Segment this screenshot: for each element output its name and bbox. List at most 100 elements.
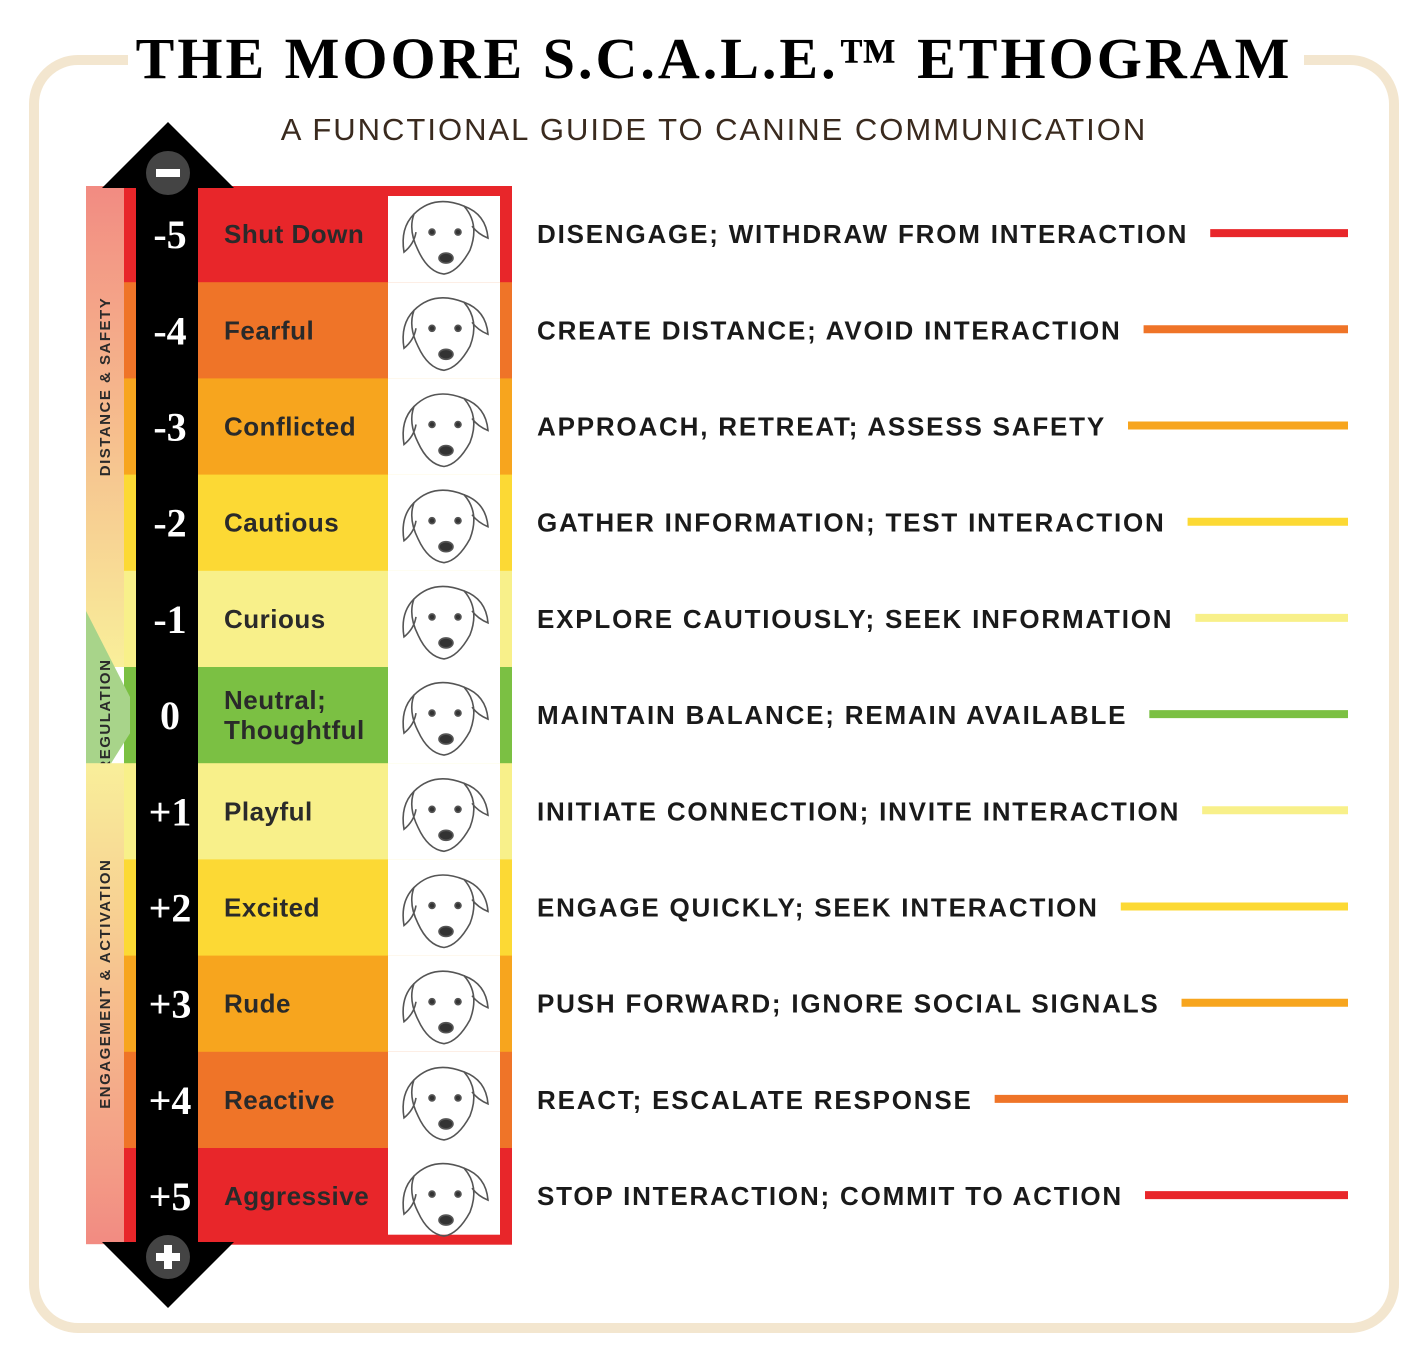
state-label: Neutral;	[224, 685, 326, 715]
zone-label: ENGAGEMENT & ACTIVATION	[97, 859, 114, 1109]
dog-ear	[402, 598, 417, 639]
dog-eye	[454, 1094, 462, 1102]
zone-band	[86, 611, 130, 804]
dog-panel	[388, 378, 500, 476]
score: -5	[153, 212, 186, 257]
dog-panel	[388, 196, 500, 283]
dog-ear	[402, 405, 417, 446]
score: +5	[149, 1174, 192, 1219]
dog-sketch	[402, 393, 489, 468]
state-label: Playful	[224, 796, 313, 826]
dog-ear	[463, 782, 489, 817]
dog-sketch	[402, 585, 489, 660]
dog-nose	[438, 1118, 454, 1130]
dog-ear	[463, 686, 489, 721]
dog-panel	[388, 474, 500, 572]
dog-ear	[402, 694, 417, 735]
score: -3	[153, 405, 186, 450]
dog-eye	[428, 420, 436, 429]
dog-head	[410, 874, 475, 949]
dog-ear	[402, 1079, 417, 1120]
title-backdrop	[128, 20, 1304, 100]
dog-eye	[428, 1094, 436, 1102]
dog-panel	[388, 570, 500, 668]
dog-nose	[438, 1021, 454, 1034]
dog-head	[410, 1066, 475, 1141]
title: THE MOORE S.C.A.L.E.™ ETHOGRAM	[136, 26, 1293, 91]
dog-nose	[438, 252, 454, 264]
dog-nose	[438, 444, 454, 457]
dog-sketch	[402, 681, 489, 756]
dog-sketch	[402, 778, 489, 853]
dog-ear	[402, 502, 417, 543]
description: CREATE DISTANCE; AVOID INTERACTION	[537, 315, 1122, 345]
dog-ear	[463, 205, 489, 240]
description: STOP INTERACTION; COMMIT TO ACTION	[537, 1181, 1123, 1211]
score: +4	[149, 1078, 192, 1123]
dog-eye	[454, 997, 462, 1006]
scale-arrow	[102, 122, 234, 1308]
dog-ear	[402, 1175, 417, 1216]
dog-eye	[428, 709, 436, 717]
zone-label: DISTANCE & SAFETY	[97, 297, 114, 476]
dog-head	[410, 393, 475, 468]
dog-head	[410, 778, 475, 853]
score: -1	[153, 597, 186, 642]
state-label: Rude	[224, 989, 291, 1019]
score: +2	[149, 886, 192, 931]
dog-eye	[428, 228, 436, 236]
state-label: Shut Down	[224, 219, 364, 249]
score: -4	[153, 308, 186, 353]
state-label: Cautious	[224, 508, 339, 538]
description: DISENGAGE; WITHDRAW FROM INTERACTION	[537, 219, 1188, 249]
zone-label: REGULATION	[97, 659, 114, 772]
zone-band	[86, 763, 124, 1245]
score: 0	[160, 693, 180, 738]
state-label: Fearful	[224, 315, 314, 345]
dog-head	[410, 970, 475, 1045]
dog-ear	[402, 309, 417, 350]
plus-bar	[164, 1245, 172, 1269]
dog-ear	[463, 878, 489, 913]
dog-eye	[428, 997, 436, 1006]
state-label: Aggressive	[224, 1181, 369, 1211]
dog-sketch	[402, 489, 489, 564]
state-label: Curious	[224, 604, 326, 634]
dog-panel	[388, 1051, 500, 1149]
dog-eye	[454, 709, 462, 717]
dog-ear	[463, 397, 489, 432]
dog-eye	[428, 516, 436, 525]
dog-nose	[438, 637, 454, 649]
dog-eye	[454, 420, 462, 429]
dog-nose	[438, 733, 454, 745]
dog-head	[410, 585, 475, 660]
dog-ear	[402, 983, 417, 1024]
dog-eye	[428, 324, 436, 333]
dog-head	[410, 489, 475, 564]
dog-panel	[388, 955, 500, 1053]
dog-ear	[402, 790, 417, 831]
state-label: Conflicted	[224, 412, 356, 442]
description: ENGAGE QUICKLY; SEEK INTERACTION	[537, 893, 1099, 923]
dog-eye	[454, 228, 462, 236]
dog-panel	[388, 667, 500, 764]
dog-nose	[438, 829, 454, 842]
dog-eye	[428, 613, 436, 621]
zone-band	[86, 186, 124, 667]
description: PUSH FORWARD; IGNORE SOCIAL SIGNALS	[537, 989, 1160, 1019]
state-label: Excited	[224, 893, 320, 923]
dog-sketch	[402, 874, 489, 949]
dog-eye	[454, 1190, 462, 1198]
dog-eye	[454, 516, 462, 525]
dog-ear	[402, 213, 417, 254]
dog-eye	[428, 901, 436, 910]
description: GATHER INFORMATION; TEST INTERACTION	[537, 508, 1166, 538]
score: +1	[149, 789, 192, 834]
dog-ear	[402, 886, 417, 927]
dog-eye	[454, 901, 462, 910]
dog-eye	[428, 805, 436, 814]
dog-eye	[454, 613, 462, 621]
description: APPROACH, RETREAT; ASSESS SAFETY	[537, 412, 1106, 442]
dog-nose	[438, 1214, 454, 1226]
dog-ear	[463, 301, 489, 336]
